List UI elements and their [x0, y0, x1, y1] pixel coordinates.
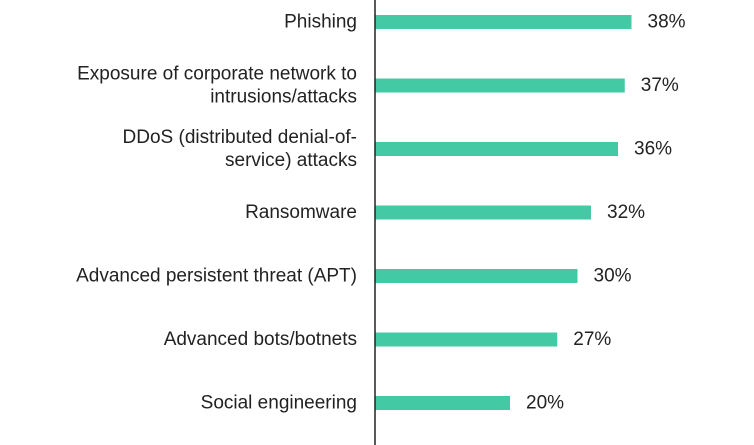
value-label-5: 30% [594, 266, 632, 287]
value-label-3: 36% [634, 139, 672, 160]
category-label-5: Advanced persistent threat (APT) [76, 266, 357, 287]
value-label-2: 37% [641, 75, 679, 96]
value-label-1: 38% [648, 12, 686, 33]
bar-6 [375, 332, 558, 347]
bars-group [375, 15, 632, 410]
value-label-4: 32% [607, 202, 645, 223]
bar-5 [375, 269, 578, 283]
value-label-7: 20% [526, 393, 564, 414]
category-label-3-line-1: DDoS (distributed denial-of- [123, 127, 357, 148]
category-label-4: Ransomware [245, 202, 357, 223]
value-label-6: 27% [573, 329, 611, 350]
category-label-7: Social engineering [201, 393, 357, 414]
category-label-6: Advanced bots/botnets [164, 329, 357, 350]
bar-4 [375, 205, 591, 220]
category-label-2-line-2: intrusions/attacks [210, 87, 357, 108]
bar-1 [375, 15, 632, 29]
bar-2 [375, 78, 625, 93]
category-label-2-line-1: Exposure of corporate network to [77, 64, 357, 85]
bar-3 [375, 142, 618, 156]
category-label-3-line-2: service) attacks [225, 150, 357, 171]
bar-7 [375, 396, 510, 410]
value-labels-group: 38% 37% 36% 32% 30% 27% 20% [526, 12, 686, 414]
category-labels-group: Phishing Exposure of corporate network to… [76, 12, 357, 414]
category-label-1: Phishing [284, 12, 357, 33]
